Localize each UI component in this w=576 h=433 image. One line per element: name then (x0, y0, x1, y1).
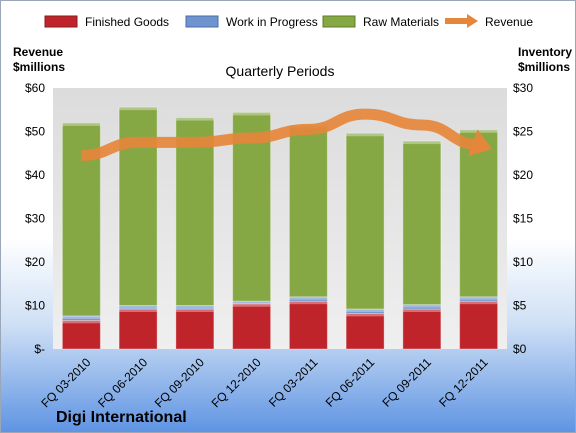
bar-finished-goods (61, 319, 101, 350)
company-name: Digi International (56, 409, 187, 426)
revenue-point (81, 155, 82, 156)
revenue-point (365, 114, 366, 115)
x-tick-label: FQ 12-2011 (436, 355, 491, 410)
chart-title: Quarterly Periods (226, 63, 335, 79)
bar-finished-goods (175, 308, 215, 350)
bar-work-in-progress-highlight (232, 301, 271, 304)
x-tick-label: FQ 06-2010 (95, 355, 150, 410)
left-tick-label: $60 (25, 81, 45, 95)
revenue-point (421, 124, 422, 125)
left-tick-label: $10 (25, 299, 45, 313)
bar-finished-goods (345, 312, 385, 350)
right-tick-label: $30 (513, 81, 533, 95)
bar-raw-materials (175, 117, 215, 306)
bar-raw-materials (459, 129, 499, 298)
bar-finished-goods (232, 303, 272, 350)
bar-work-in-progress-highlight (289, 296, 328, 300)
x-tick-label: FQ 03-2010 (38, 355, 93, 410)
bar-work-in-progress-highlight (402, 304, 441, 308)
left-axis-title-line1: Revenue (13, 45, 63, 59)
left-tick-label: $40 (25, 168, 45, 182)
right-tick-label: $15 (513, 212, 533, 226)
x-tick-label: FQ 09-2011 (379, 355, 434, 410)
left-tick-label: $20 (25, 255, 45, 269)
bar-work-in-progress-highlight (346, 308, 385, 312)
bar-finished-goods (118, 308, 158, 350)
bar-finished-goods-highlight (346, 313, 385, 317)
bar-finished-goods-highlight (232, 303, 271, 307)
bar-raw-materials-highlight (402, 141, 441, 145)
bar-work-in-progress-highlight (175, 305, 214, 309)
right-tick-label: $0 (513, 342, 527, 356)
bars (61, 106, 499, 350)
revenue-point (478, 144, 479, 145)
x-axis-labels: FQ 03-2010 FQ 06-2010 FQ 09-2010 FQ 12-2010… (38, 355, 491, 410)
revenue-point (194, 142, 195, 143)
bar-raw-materials-highlight (232, 112, 271, 116)
bar-finished-goods (402, 308, 442, 350)
revenue-arrowhead (468, 129, 492, 156)
x-tick-label: FQ 12-2010 (209, 355, 264, 410)
bar-raw-materials (402, 140, 442, 306)
revenue-point (138, 142, 139, 143)
revenue-line-path (81, 108, 479, 161)
legend-item-finished-goods: Finished Goods (44, 15, 169, 29)
revenue-point (308, 129, 309, 130)
legend-label-raw-materials: Raw Materials (363, 15, 439, 29)
bar-finished-goods-highlight (289, 301, 328, 305)
right-tick-label: $25 (513, 125, 533, 139)
left-tick-label: $50 (25, 125, 45, 139)
bar-raw-materials-highlight (62, 122, 101, 126)
bar-finished-goods-highlight (175, 308, 214, 312)
bar-raw-materials (345, 132, 385, 310)
legend-item-revenue: Revenue (445, 14, 533, 29)
right-axis-ticks: $0 $5 $10 $15 $20 $25 $30 (513, 81, 533, 356)
bar-finished-goods-highlight (402, 308, 441, 312)
revenue-line (81, 108, 492, 161)
legend-label-work-in-progress: Work in Progress (226, 15, 318, 29)
legend-item-raw-materials: Raw Materials (322, 15, 439, 29)
left-axis-title-line2: $millions (13, 60, 65, 74)
right-tick-label: $5 (513, 299, 527, 313)
bar-raw-materials (288, 124, 328, 298)
left-tick-label: $- (34, 342, 45, 356)
x-tick-label: FQ 06-2011 (323, 355, 378, 410)
bar-finished-goods-highlight (119, 308, 158, 312)
bar-work-in-progress-highlight (459, 296, 498, 300)
bar-work-in-progress-highlight (119, 305, 158, 309)
right-tick-label: $20 (513, 168, 533, 182)
legend-label-revenue: Revenue (485, 15, 533, 29)
bar-finished-goods-highlight (459, 301, 498, 305)
bar-finished-goods (459, 300, 499, 350)
bar-finished-goods-highlight (62, 320, 101, 324)
left-axis-ticks: $- $10 $20 $30 $40 $50 $60 (25, 81, 45, 356)
bar-raw-materials-highlight (175, 117, 214, 121)
right-tick-label: $10 (513, 255, 533, 269)
bar-raw-materials-highlight (119, 107, 158, 111)
legend: Finished Goods Work in Progress Raw Mate… (44, 14, 533, 29)
bar-raw-materials-highlight (346, 133, 385, 137)
revenue-point (251, 138, 252, 139)
legend-label-finished-goods: Finished Goods (85, 15, 169, 29)
x-tick-label: FQ 03-2011 (266, 355, 321, 410)
right-axis-title-line1: Inventory (518, 45, 572, 59)
legend-item-work-in-progress: Work in Progress (185, 15, 318, 29)
bar-work-in-progress-highlight (62, 315, 101, 319)
bar-finished-goods (288, 300, 328, 350)
right-axis-title-line2: $millions (518, 60, 570, 74)
left-tick-label: $30 (25, 212, 45, 226)
x-tick-label: FQ 09-2010 (152, 355, 207, 410)
